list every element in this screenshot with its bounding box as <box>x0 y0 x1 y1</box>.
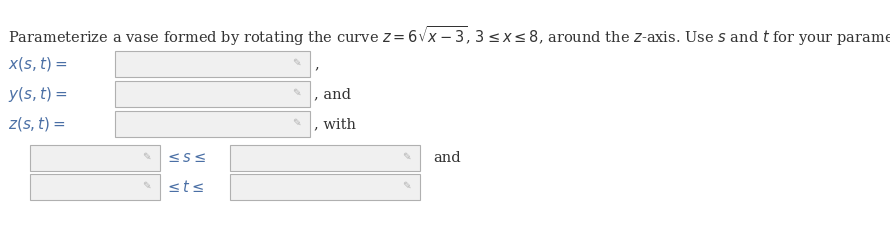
Text: Parameterize a vase formed by rotating the curve $z = 6\sqrt{x-3}$, $3 \leq x \l: Parameterize a vase formed by rotating t… <box>8 24 890 48</box>
Text: $z(s,t) =$: $z(s,t) =$ <box>8 115 66 133</box>
Text: $\leq t \leq$: $\leq t \leq$ <box>165 179 205 195</box>
Text: ✎: ✎ <box>292 118 301 128</box>
Bar <box>230 174 420 200</box>
Text: ✎: ✎ <box>292 58 301 68</box>
Bar <box>230 145 420 171</box>
Text: ✎: ✎ <box>401 152 410 162</box>
Bar <box>115 111 310 137</box>
Text: and: and <box>433 151 461 165</box>
Bar <box>115 51 310 77</box>
Text: $\leq s \leq$: $\leq s \leq$ <box>165 151 206 165</box>
Bar <box>30 174 160 200</box>
Text: $y(s,t) =$: $y(s,t) =$ <box>8 84 67 104</box>
Text: ✎: ✎ <box>292 88 301 98</box>
Text: ,: , <box>314 57 319 71</box>
Bar <box>115 81 310 107</box>
Text: ✎: ✎ <box>142 181 150 191</box>
Text: , with: , with <box>314 117 356 131</box>
Text: ✎: ✎ <box>401 181 410 191</box>
Text: $x(s,t) =$: $x(s,t) =$ <box>8 55 67 73</box>
Text: , and: , and <box>314 87 351 101</box>
Text: ✎: ✎ <box>142 152 150 162</box>
Bar <box>30 145 160 171</box>
